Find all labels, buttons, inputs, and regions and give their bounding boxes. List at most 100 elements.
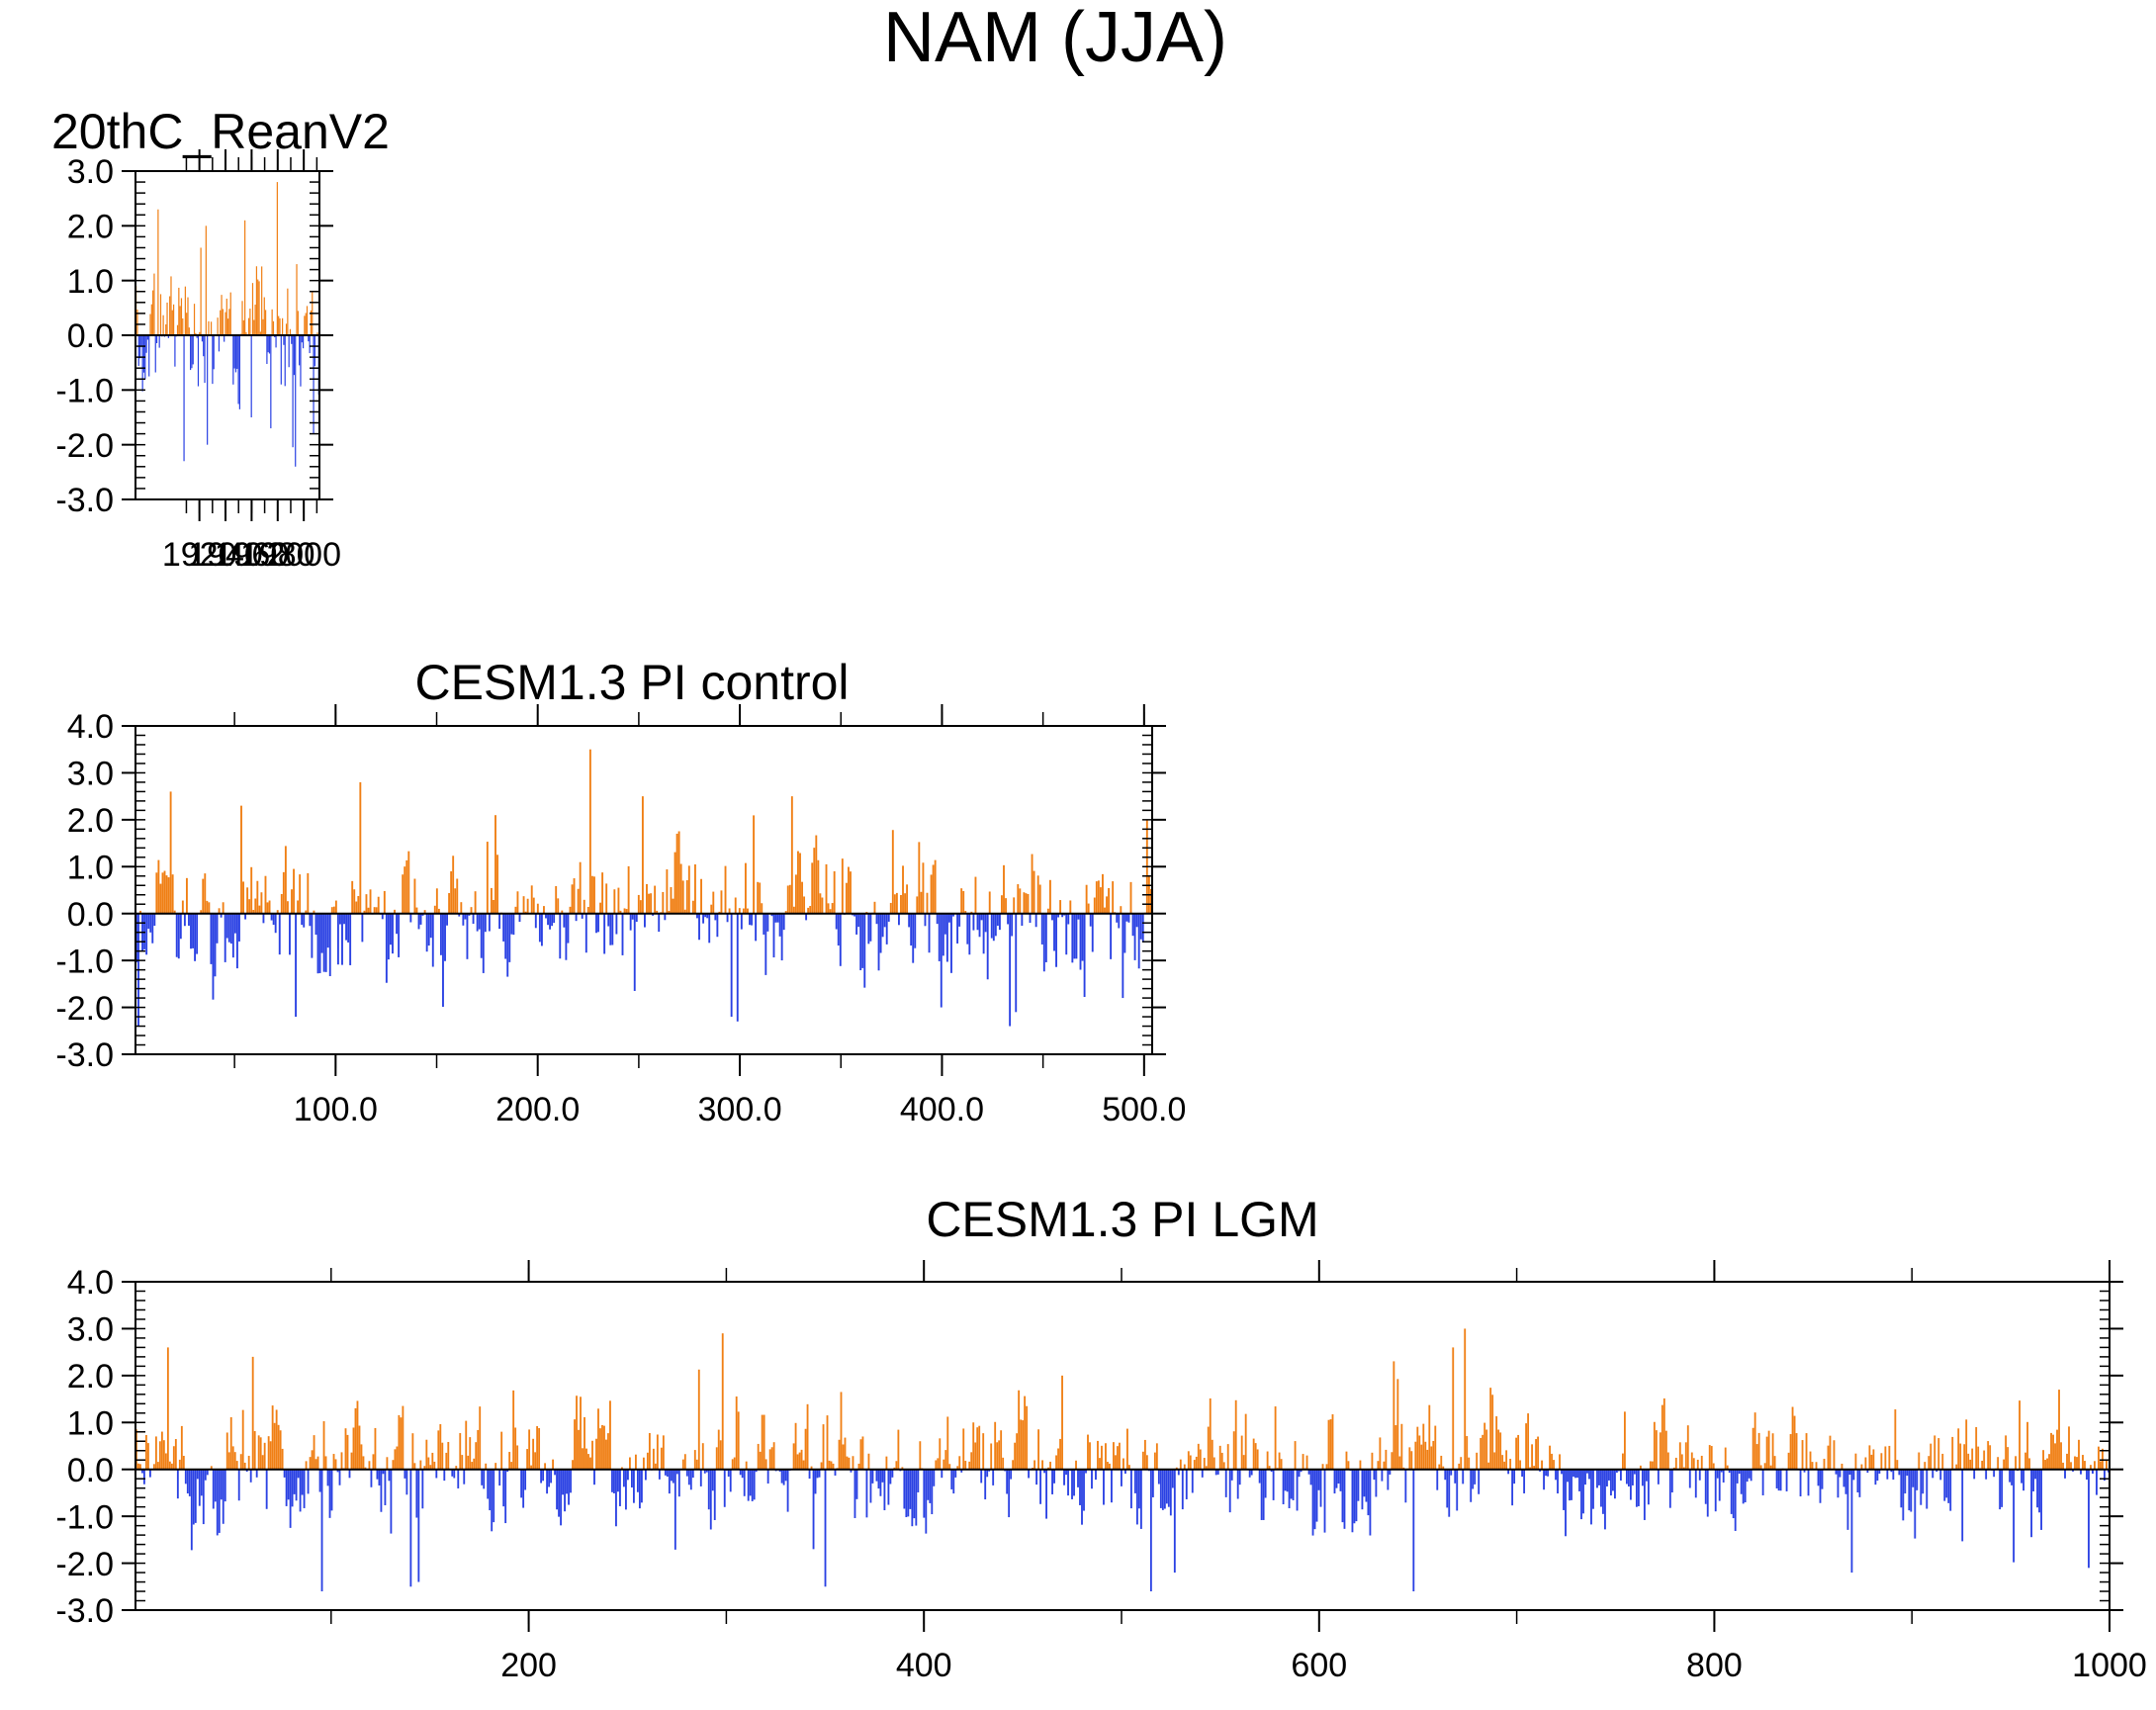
bar-positive (1529, 1467, 1532, 1470)
bar-negative (1071, 1469, 1073, 1499)
bar-positive (227, 1452, 230, 1470)
bar-positive (1509, 1459, 1512, 1470)
bar-negative (1908, 1469, 1911, 1511)
x-tick-label: 1000 (2072, 1647, 2147, 1684)
bar-negative (1404, 1469, 1407, 1503)
bar-negative (336, 1469, 339, 1473)
bar-negative (301, 913, 304, 926)
bar-positive (733, 1457, 736, 1470)
bar-positive (1055, 1455, 1057, 1470)
bar-positive (162, 315, 164, 335)
bar-positive (299, 874, 302, 914)
bar-positive (1155, 1443, 1158, 1470)
bar-positive (1256, 1449, 1259, 1470)
bar-positive (1712, 1463, 1715, 1470)
bar-negative (1856, 1469, 1859, 1493)
bar-positive (753, 815, 756, 914)
bar-positive (297, 311, 299, 335)
bar-positive (691, 900, 694, 914)
bar-negative (885, 913, 888, 945)
bar-negative (954, 1469, 957, 1478)
bar-positive (354, 1407, 357, 1470)
bar-negative (703, 1469, 706, 1474)
bar-positive (452, 855, 455, 914)
bar-negative (278, 913, 281, 955)
bar-positive (1145, 1455, 1148, 1470)
bar-negative (716, 913, 719, 938)
bar-negative (489, 1469, 492, 1511)
bar-negative (1081, 1469, 1083, 1525)
bar-positive (176, 324, 179, 335)
bar-negative (546, 1469, 549, 1494)
bar-positive (701, 1443, 704, 1470)
bar-negative (233, 913, 236, 934)
bar-negative (1610, 1469, 1612, 1496)
bar-positive (1708, 1445, 1711, 1470)
bar-positive (1359, 1460, 1362, 1470)
bar-positive (761, 1414, 764, 1470)
bar-positive (788, 884, 791, 914)
bar-negative (376, 1469, 379, 1480)
bar-positive (1789, 1434, 1792, 1470)
bar-positive (964, 911, 967, 914)
bar-negative (1876, 1469, 1879, 1482)
bar-negative (1040, 913, 1043, 945)
bar-negative (1819, 1469, 1822, 1503)
bar-negative (1044, 913, 1047, 962)
bar-positive (770, 1447, 773, 1470)
bar-positive (621, 1467, 623, 1470)
bar-positive (802, 1460, 805, 1470)
bar-positive (346, 1434, 349, 1470)
bar-positive (373, 907, 376, 914)
bar-positive (1501, 1455, 1504, 1470)
bar-positive (937, 1458, 940, 1470)
bar-positive (737, 1411, 740, 1470)
bar-negative (1647, 1469, 1650, 1505)
bar-positive (1203, 1458, 1206, 1470)
bar-negative (328, 913, 331, 976)
bar-negative (1169, 1469, 1172, 1516)
bar-positive (544, 1463, 547, 1470)
bar-negative (1906, 1469, 1909, 1477)
bar-positive (1440, 1455, 1443, 1470)
bar-positive (538, 1427, 541, 1470)
bar-negative (998, 913, 1001, 931)
bar-positive (1686, 1425, 1689, 1470)
bar-negative (2030, 1469, 2032, 1538)
bar-negative (148, 335, 150, 377)
bar-positive (307, 872, 310, 914)
bar-positive (268, 900, 271, 914)
bar-positive (1059, 1438, 1061, 1470)
bar-negative (510, 913, 513, 935)
bar-negative (640, 1469, 643, 1503)
bar-negative (1641, 1469, 1644, 1486)
bar-positive (473, 1458, 476, 1470)
bar-positive (1815, 1462, 1818, 1470)
bar-positive (1127, 1465, 1130, 1470)
bar-positive (918, 842, 921, 914)
bar-negative (381, 913, 384, 920)
bar-positive (833, 870, 836, 914)
bar-positive (264, 875, 267, 914)
bar-negative (984, 913, 987, 933)
bar-positive (582, 1448, 584, 1470)
bar-positive (364, 1467, 367, 1470)
bar-negative (1163, 1469, 1166, 1509)
bar-positive (1525, 1423, 1528, 1470)
bar-negative (1238, 1469, 1241, 1485)
bar-negative (1736, 1469, 1739, 1484)
bar-negative (627, 1469, 629, 1481)
bar-negative (1053, 1469, 1055, 1484)
bar-positive (2054, 1443, 2056, 1470)
bar-positive (185, 877, 188, 914)
bar-positive (1268, 1466, 1271, 1470)
bar-positive (1971, 1448, 1974, 1470)
bar-negative (1576, 1469, 1578, 1479)
bar-negative (153, 913, 156, 927)
bar-negative (307, 1469, 310, 1494)
bar-positive (813, 848, 816, 914)
bar-positive (1141, 1451, 1144, 1470)
bar-positive (429, 1465, 432, 1470)
bar-positive (273, 1422, 276, 1470)
bar-positive (149, 314, 151, 335)
